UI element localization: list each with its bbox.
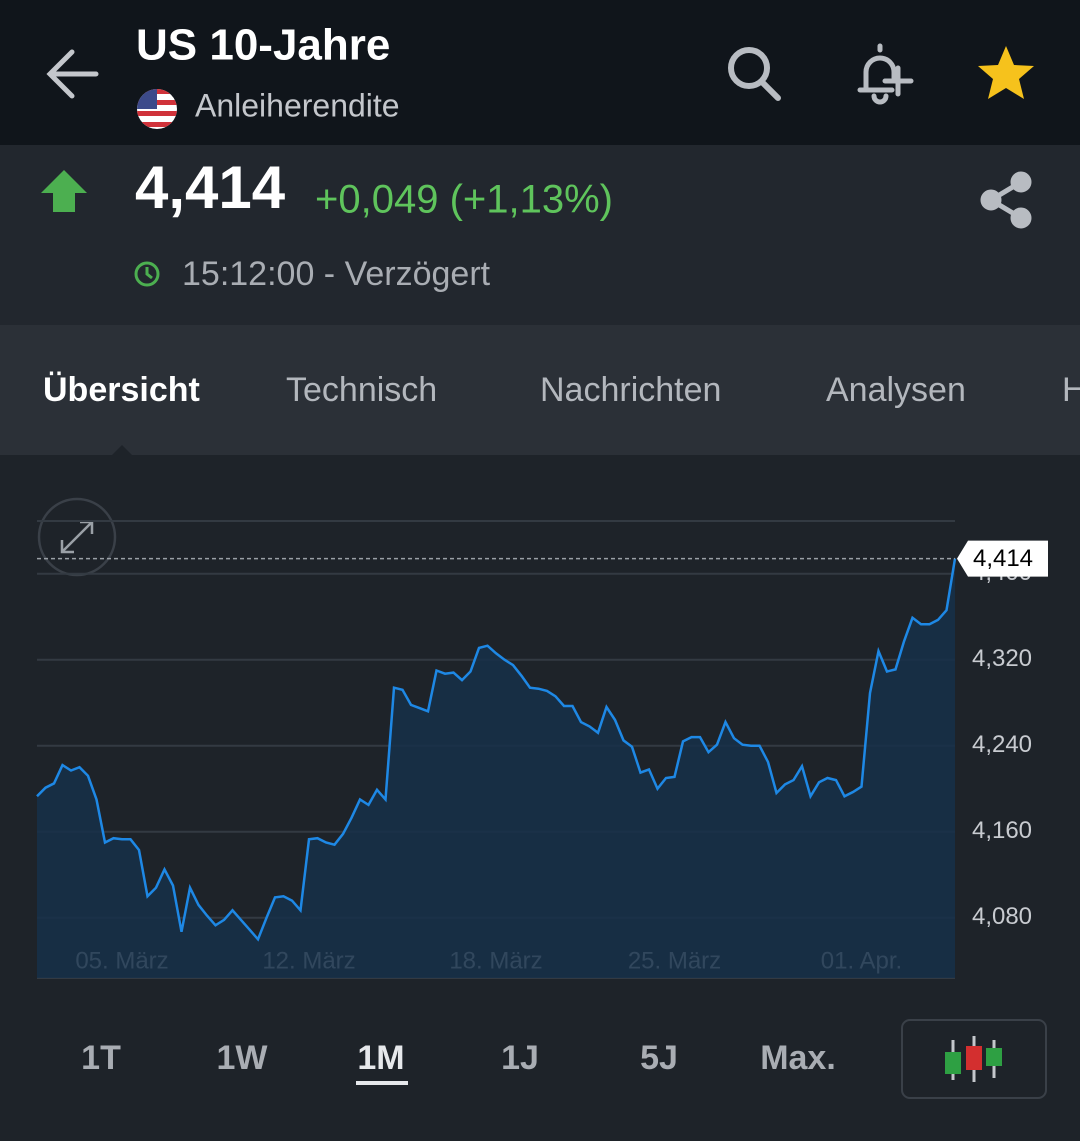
range-underline — [356, 1081, 408, 1085]
flag-icon — [137, 89, 177, 129]
tab[interactable]: Übersicht — [43, 371, 200, 409]
y-tick-label: 4,080 — [972, 903, 1032, 930]
quote-panel — [0, 145, 1080, 325]
area — [37, 558, 955, 978]
search-button[interactable] — [728, 47, 781, 101]
alert-button[interactable] — [857, 43, 914, 105]
range-button[interactable]: 1T — [81, 1039, 121, 1077]
chart-style-button[interactable] — [901, 1019, 1047, 1099]
tab[interactable]: Technisch — [286, 371, 437, 409]
y-tick-label: 4,160 — [972, 817, 1032, 844]
range-button[interactable]: 1M — [357, 1039, 404, 1077]
y-tick-label: 4,240 — [972, 731, 1032, 758]
range-button[interactable]: 1J — [501, 1039, 539, 1077]
line — [36, 558, 957, 942]
tab-indicator — [112, 445, 132, 455]
title: US 10-Jahre — [136, 21, 390, 70]
change: +0,049 (+1,13%) — [315, 178, 613, 222]
quote-time: 15:12:00 - Verzögert — [182, 255, 491, 293]
tab-bar — [0, 325, 1080, 455]
value-label-box — [957, 540, 1048, 577]
favorite-button[interactable] — [978, 46, 1034, 99]
range-button[interactable]: 5J — [640, 1039, 678, 1077]
y-tick-label: 4,320 — [972, 645, 1032, 672]
up-arrow — [41, 170, 87, 212]
range-button[interactable]: 1W — [217, 1039, 269, 1077]
price: 4,414 — [135, 154, 286, 221]
tab[interactable]: H — [1062, 371, 1080, 409]
value-label: 4,414 — [973, 545, 1033, 572]
range-button[interactable]: Max. — [760, 1039, 836, 1077]
share-button[interactable] — [980, 171, 1032, 229]
clock-icon — [134, 261, 160, 287]
back-button[interactable] — [46, 49, 99, 99]
tab[interactable]: Analysen — [826, 371, 966, 409]
subtitle: Anleiherendite — [195, 87, 400, 123]
tab[interactable]: Nachrichten — [540, 371, 721, 409]
